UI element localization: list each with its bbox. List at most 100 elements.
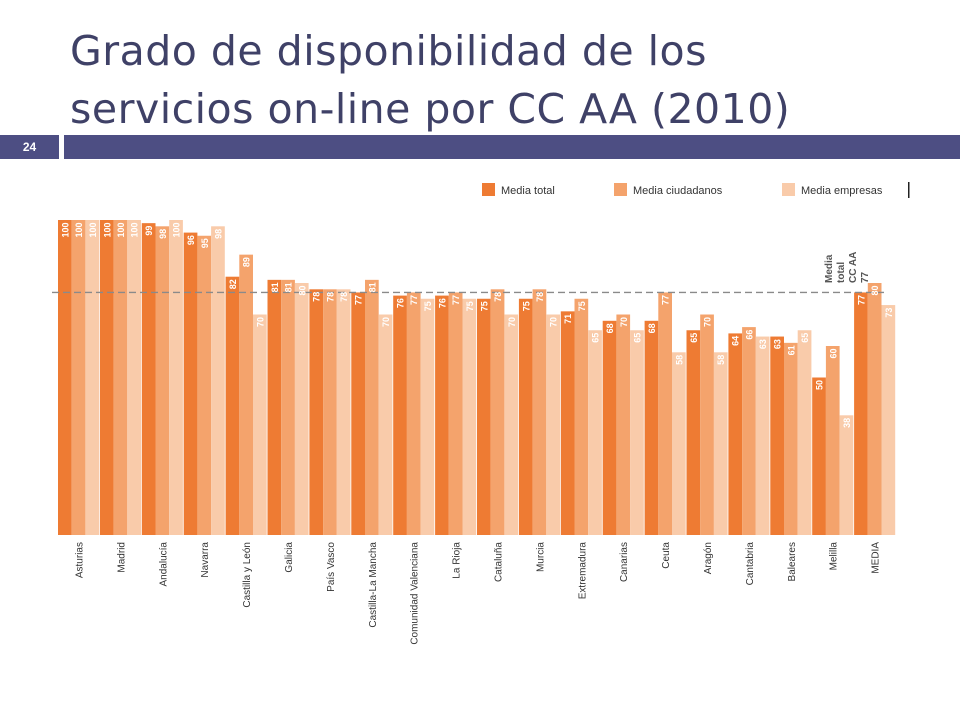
bar-castilla-la-mancha-media-total [351,292,365,535]
data-label-galicia-media-ciudadanos: 81 [284,282,294,292]
data-label-castilla-y-leon-media-ciudadanos: 89 [242,257,252,267]
bar-galicia-media-total [267,279,282,535]
category-label-madrid: Madrid [116,542,127,573]
data-label-cataluna-media-empresas: 70 [507,317,517,327]
reference-line-label-1: Media [824,254,835,283]
data-label-melilla-media-empresas: 38 [842,418,852,428]
bar-pais-vasco-media-total [309,289,324,535]
bar-castilla-la-mancha-media-ciudadanos [365,279,379,535]
data-label-navarra-media-ciudadanos: 95 [200,238,210,248]
data-label-cantabria-media-total: 64 [731,336,741,346]
bar-baleares-media-total [770,336,784,535]
title-line-1: Grado de disponibilidad de los [70,27,707,75]
data-label-pais-vasco-media-ciudadanos: 78 [325,292,335,302]
category-label-media: MEDIA [871,542,882,574]
bar-melilla-media-total [812,377,826,535]
data-label-asturias-media-total: 100 [60,223,70,238]
bar-extremadura-media-total [560,311,575,535]
bar-la-rioja-media-empresas [462,298,477,535]
category-label-murcia: Murcia [535,542,546,572]
bar-la-rioja-media-total [435,295,449,535]
data-label-castilla-y-leon-media-total: 82 [228,279,238,289]
bar-madrid-media-empresas [127,220,141,535]
slide-title: Grado de disponibilidad de los servicios… [70,22,940,138]
bar-castilla-y-leon-media-ciudadanos [239,254,253,535]
bar-comunidad-valenciana-media-empresas [420,298,435,535]
bar-murcia-media-empresas [546,314,560,535]
data-label-castilla-la-mancha-media-total: 77 [354,295,364,305]
legend-text-cursor [908,182,910,198]
data-label-murcia-media-empresas: 70 [549,317,559,327]
bar-baleares-media-empresas [797,330,812,535]
data-label-asturias-media-empresas: 100 [88,223,98,238]
chart-bars [58,220,896,536]
bar-pais-vasco-media-ciudadanos [323,289,337,535]
category-label-cataluna: Cataluña [493,542,504,582]
reference-line-label-2: total [836,262,847,283]
legend-label-media-total: Media total [501,185,555,197]
data-label-cataluna-media-total: 75 [479,301,489,311]
category-label-aragon: Aragón [703,542,714,574]
category-label-comunidad-valenciana: Comunidad Valenciana [410,542,421,645]
bar-la-rioja-media-ciudadanos [448,292,463,535]
bar-andalucia-media-ciudadanos [155,226,170,536]
bar-canarias-media-ciudadanos [616,314,631,535]
bar-comunidad-valenciana-media-ciudadanos [406,292,421,535]
bar-chart: Media total Media ciudadanos Media empresa… [52,182,910,645]
data-label-baleares-media-empresas: 65 [800,333,810,343]
data-label-baleares-media-total: 63 [773,339,783,349]
data-label-comunidad-valenciana-media-empresas: 75 [423,301,433,311]
category-label-galicia: Galicia [284,542,295,573]
bar-galicia-media-ciudadanos [281,279,295,535]
data-label-extremadura-media-empresas: 65 [591,333,601,343]
data-label-castilla-la-mancha-media-empresas: 70 [381,317,391,327]
category-label-ceuta: Ceuta [661,542,672,569]
category-label-la-rioja: La Rioja [452,542,463,579]
legend-swatch-media-empresas [782,183,795,196]
bar-baleares-media-ciudadanos [784,342,798,535]
data-label-ceuta-media-empresas: 58 [674,355,684,365]
data-label-galicia-media-total: 81 [270,282,280,292]
bar-cantabria-media-empresas [755,336,770,535]
data-label-navarra-media-total: 96 [186,235,196,245]
bar-ceuta-media-empresas [672,352,686,535]
bar-andalucia-media-empresas [169,220,183,535]
data-label-galicia-media-empresas: 80 [297,286,307,296]
data-label-ceuta-media-ciudadanos: 77 [661,295,671,305]
bar-media-media-ciudadanos [867,283,882,535]
bar-extremadura-media-empresas [588,330,602,535]
bar-melilla-media-ciudadanos [825,346,840,535]
bar-melilla-media-empresas [839,415,854,535]
legend-swatch-media-ciudadanos [614,183,627,196]
category-label-castilla-y-leon: Castilla y León [242,542,253,608]
data-label-melilla-media-ciudadanos: 60 [828,349,838,359]
data-label-extremadura-media-total: 71 [563,314,573,324]
bar-aragon-media-ciudadanos [700,314,714,535]
legend-swatch-media-total [482,183,495,196]
category-label-navarra: Navarra [200,542,211,578]
title-line-2: servicios on-line por CC AA (2010) [70,85,791,133]
category-label-asturias: Asturias [74,542,85,578]
data-label-cantabria-media-empresas: 63 [758,339,768,349]
data-label-canarias-media-empresas: 65 [632,333,642,343]
bar-cataluna-media-ciudadanos [490,289,505,535]
data-label-la-rioja-media-ciudadanos: 77 [451,295,461,305]
bar-castilla-la-mancha-media-empresas [378,314,393,535]
data-label-canarias-media-ciudadanos: 70 [619,317,629,327]
category-label-canarias: Canarias [619,542,630,582]
bar-asturias-media-ciudadanos [71,220,86,535]
data-label-media-media-ciudadanos: 80 [870,286,880,296]
data-label-pais-vasco-media-total: 78 [312,292,322,302]
data-label-madrid-media-empresas: 100 [130,223,140,238]
bar-asturias-media-empresas [85,220,100,535]
bar-navarra-media-ciudadanos [197,235,212,535]
category-label-extremadura: Extremadura [577,542,588,600]
data-label-asturias-media-ciudadanos: 100 [74,223,84,238]
bar-comunidad-valenciana-media-total [393,295,407,535]
reference-line-label-3: CC AA [848,252,859,283]
data-label-media-media-total: 77 [856,295,866,305]
bar-cantabria-media-ciudadanos [742,327,756,535]
bar-andalucia-media-total [141,223,156,535]
legend-label-media-empresas: Media empresas [801,185,883,197]
legend-label-media-ciudadanos: Media ciudadanos [633,185,723,197]
